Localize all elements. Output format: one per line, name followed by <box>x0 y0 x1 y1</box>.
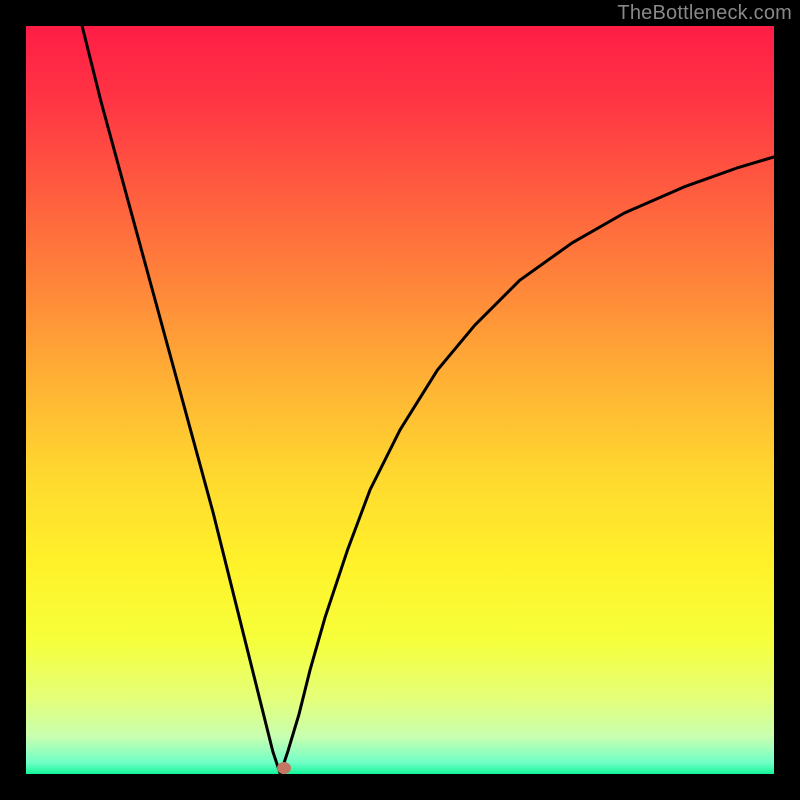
plot-area <box>26 26 774 774</box>
chart-container: TheBottleneck.com <box>0 0 800 800</box>
gradient-background <box>26 26 774 774</box>
curve-svg <box>26 26 774 774</box>
vertex-marker <box>277 762 291 774</box>
watermark-text: TheBottleneck.com <box>617 2 792 25</box>
